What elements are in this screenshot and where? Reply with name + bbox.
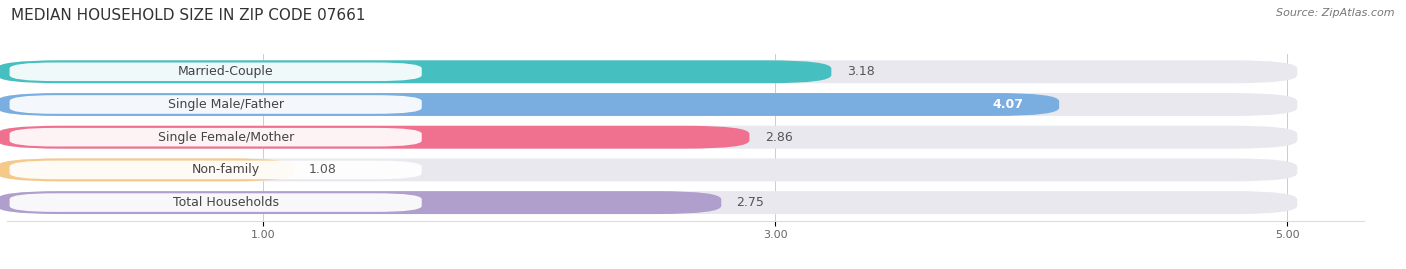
Text: Single Female/Mother: Single Female/Mother xyxy=(157,131,294,144)
Text: Source: ZipAtlas.com: Source: ZipAtlas.com xyxy=(1277,8,1395,18)
Text: 2.86: 2.86 xyxy=(765,131,793,144)
Text: Non-family: Non-family xyxy=(191,163,260,176)
FancyBboxPatch shape xyxy=(0,158,1298,181)
FancyBboxPatch shape xyxy=(0,93,1059,116)
FancyBboxPatch shape xyxy=(10,62,422,81)
FancyBboxPatch shape xyxy=(0,126,749,149)
FancyBboxPatch shape xyxy=(0,60,831,83)
FancyBboxPatch shape xyxy=(0,191,721,214)
FancyBboxPatch shape xyxy=(10,95,422,114)
Text: Total Households: Total Households xyxy=(173,196,278,209)
FancyBboxPatch shape xyxy=(10,161,422,179)
Text: Married-Couple: Married-Couple xyxy=(179,65,274,78)
Text: MEDIAN HOUSEHOLD SIZE IN ZIP CODE 07661: MEDIAN HOUSEHOLD SIZE IN ZIP CODE 07661 xyxy=(11,8,366,23)
Text: 3.18: 3.18 xyxy=(846,65,875,78)
Text: 2.75: 2.75 xyxy=(737,196,765,209)
Text: Single Male/Father: Single Male/Father xyxy=(167,98,284,111)
FancyBboxPatch shape xyxy=(0,60,1298,83)
FancyBboxPatch shape xyxy=(0,191,1298,214)
Text: 4.07: 4.07 xyxy=(993,98,1024,111)
FancyBboxPatch shape xyxy=(10,193,422,212)
FancyBboxPatch shape xyxy=(10,128,422,147)
FancyBboxPatch shape xyxy=(0,126,1298,149)
Text: 1.08: 1.08 xyxy=(309,163,337,176)
FancyBboxPatch shape xyxy=(0,93,1298,116)
FancyBboxPatch shape xyxy=(0,158,294,181)
